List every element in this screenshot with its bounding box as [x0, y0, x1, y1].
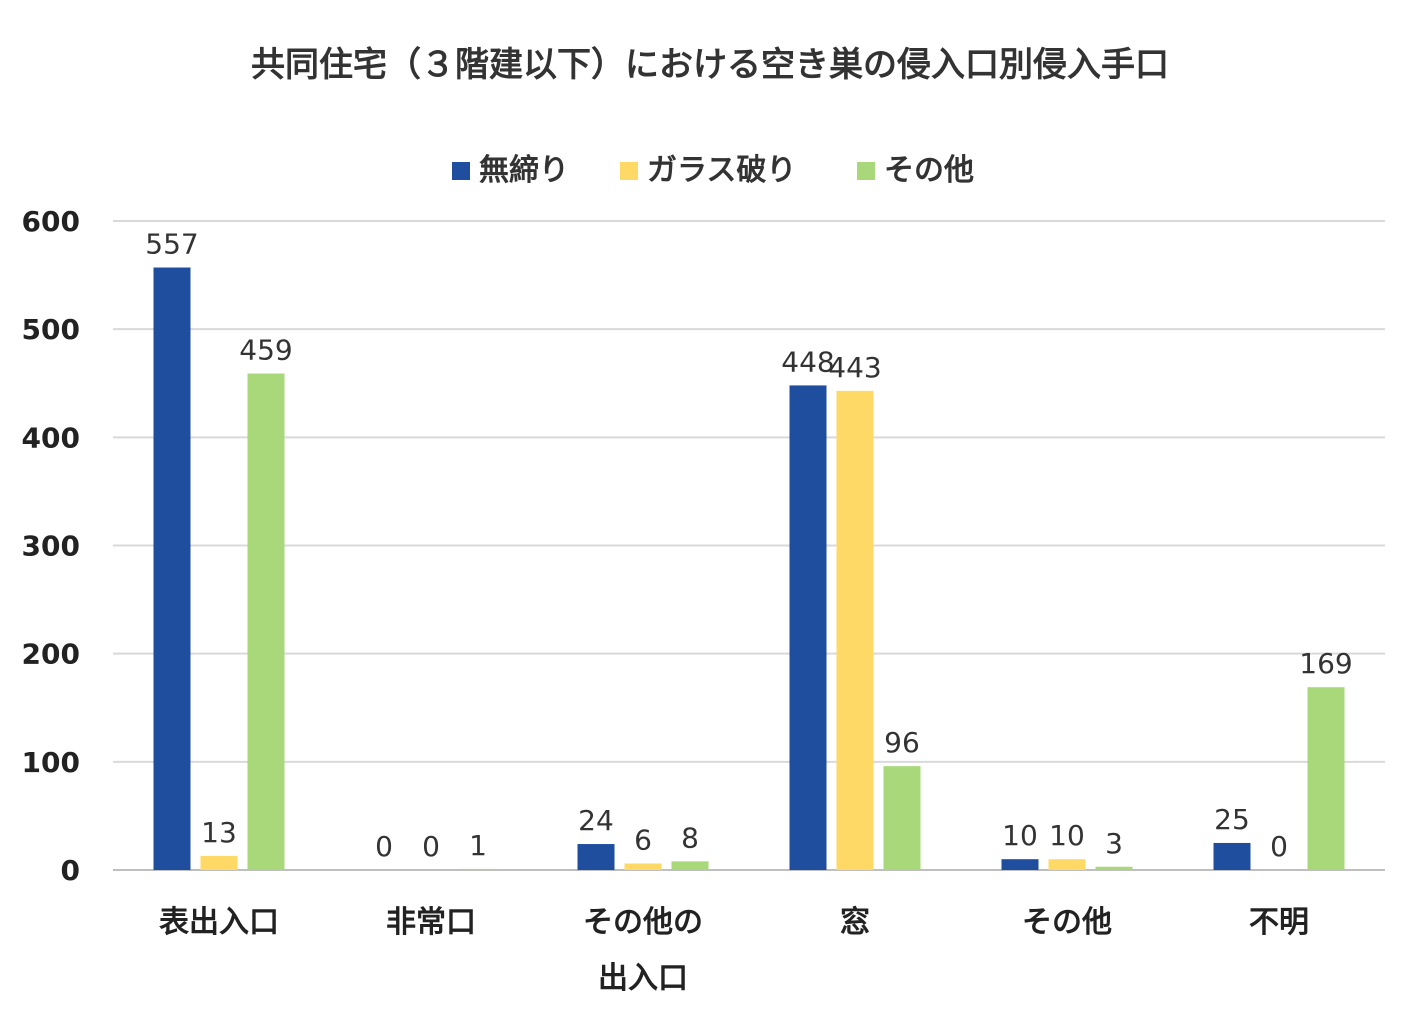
bar-0-3 [789, 385, 827, 870]
data-label: 3 [1105, 827, 1123, 860]
data-label: 557 [145, 228, 198, 261]
data-label: 25 [1214, 803, 1250, 836]
data-label: 10 [1002, 819, 1038, 852]
bar-2-5 [1307, 687, 1345, 870]
x-tick-label: その他 [1022, 905, 1112, 940]
bar-2-1 [459, 868, 497, 870]
x-tick-label: 非常口 [386, 905, 476, 940]
legend-label: ガラス破り [647, 153, 796, 188]
x-tick-label: 窓 [840, 905, 870, 940]
data-label: 96 [884, 726, 920, 759]
legend-swatch-0 [452, 162, 470, 180]
x-tick-label: その他の [583, 905, 703, 940]
legend-swatch-2 [857, 162, 875, 180]
y-tick-label: 200 [22, 638, 80, 671]
y-axis: 0 100 200 300 400 500 600 [22, 205, 80, 887]
data-label: 0 [422, 830, 440, 863]
data-label: 13 [201, 816, 237, 849]
data-label: 1 [469, 829, 487, 862]
bar-0-5 [1213, 842, 1251, 870]
bar-0-0 [153, 267, 191, 870]
x-tick-label: 表出入口 [159, 905, 279, 940]
data-label: 443 [828, 351, 881, 384]
y-tick-label: 100 [22, 746, 80, 779]
bar-1-3 [836, 390, 874, 870]
data-label: 24 [578, 804, 614, 837]
gridlines [113, 220, 1385, 871]
y-tick-label: 600 [22, 205, 80, 238]
legend: 無締り ガラス破り その他 [452, 153, 974, 188]
data-label: 448 [781, 345, 834, 378]
data-label: 459 [239, 334, 292, 367]
data-label: 10 [1049, 819, 1085, 852]
y-tick-label: 500 [22, 313, 80, 346]
bar-2-3 [883, 766, 921, 870]
chart-title: 共同住宅（３階建以下）における空き巣の侵入口別侵入手口 [251, 45, 1169, 85]
bar-2-4 [1095, 866, 1133, 870]
x-tick-label: 不明 [1249, 905, 1309, 940]
data-label: 0 [375, 830, 393, 863]
bar-1-4 [1048, 859, 1086, 870]
data-label: 0 [1270, 830, 1288, 863]
y-tick-label: 400 [22, 421, 80, 454]
legend-swatch-1 [620, 162, 638, 180]
bar-2-0 [247, 373, 285, 870]
data-label: 6 [634, 824, 652, 857]
x-tick-label: 出入口 [598, 961, 688, 996]
legend-label: 無締り [479, 153, 569, 188]
legend-label: その他 [884, 153, 974, 188]
bar-0-2 [577, 844, 615, 870]
y-tick-label: 0 [61, 854, 80, 887]
y-tick-label: 300 [22, 530, 80, 563]
bar-1-2 [624, 863, 662, 870]
bar-2-2 [671, 861, 709, 870]
data-label: 8 [681, 821, 699, 854]
data-label: 169 [1299, 647, 1352, 680]
bar-1-0 [200, 855, 238, 870]
bars [153, 267, 1345, 870]
bar-0-4 [1001, 859, 1039, 870]
